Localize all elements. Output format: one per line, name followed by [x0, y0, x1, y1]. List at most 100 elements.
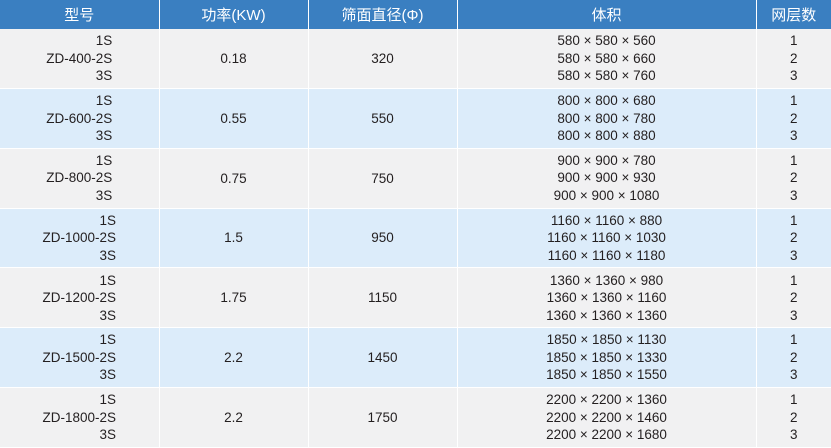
volume-cell-line: 1160 × 1160 × 1180	[547, 247, 666, 263]
diameter-cell: 1450	[308, 327, 458, 389]
volume-cell-line: 580 × 580 × 660	[557, 50, 656, 66]
header-layers: 网层数	[756, 0, 831, 29]
layers-cell-line: 2	[789, 170, 798, 186]
header-row: 型号 功率(KW) 筛面直径(Φ) 体积 网层数	[0, 0, 831, 29]
table-row: 1S ZD-400-2S 3S 0.18 320 580 × 580 × 560 580 ×…	[0, 29, 831, 89]
layers-cell-line: 2	[789, 290, 798, 306]
table-row: 1S ZD-1500-2S 3S 2.2 1450 1850 × 1850 × 1130 1…	[0, 327, 831, 389]
volume-cell: 900 × 900 × 780 900 × 900 × 930 900 × 900 …	[457, 148, 757, 209]
diameter-cell: 1750	[308, 387, 458, 448]
layers-cell-line: 1	[789, 212, 798, 228]
table-row: 1S ZD-600-2S 3S 0.55 550 800 × 800 × 680 800 ×…	[0, 88, 831, 149]
model-cell: 1S ZD-800-2S 3S	[0, 148, 160, 209]
layers-cell-line: 3	[789, 307, 798, 323]
layers-cell-line: 3	[789, 128, 798, 144]
model-cell-line: 3S	[99, 427, 117, 443]
power-cell: 2.2	[159, 327, 309, 389]
model-cell: 1S ZD-400-2S 3S	[0, 29, 160, 89]
header-diameter: 筛面直径(Φ)	[308, 0, 458, 29]
diameter-cell: 320	[308, 29, 458, 89]
volume-cell-line: 800 × 800 × 680	[557, 93, 656, 109]
layers-cell-line: 2	[789, 230, 798, 246]
volume-cell-line: 900 × 900 × 930	[557, 170, 656, 186]
volume-cell-line: 1360 × 1360 × 980	[549, 272, 664, 288]
volume-cell-line: 2200 × 2200 × 1460	[546, 409, 667, 425]
model-cell-line: ZD-600-2S	[46, 110, 113, 126]
volume-cell-line: 1360 × 1360 × 1360	[546, 307, 667, 323]
model-cell-line: 3S	[95, 128, 113, 144]
model-cell: 1S ZD-1800-2S 3S	[0, 387, 160, 448]
layers-cell-line: 1	[789, 392, 798, 408]
model-cell: 1S ZD-1500-2S 3S	[0, 327, 160, 389]
layers-cell-line: 3	[789, 68, 798, 84]
model-cell-line: ZD-800-2S	[46, 170, 113, 186]
volume-cell: 1160 × 1160 × 880 1160 × 1160 × 1030 1160 …	[457, 208, 757, 269]
volume-cell-line: 1850 × 1850 × 1550	[546, 367, 667, 383]
model-cell-line: 3S	[99, 247, 117, 263]
volume-cell-line: 580 × 580 × 760	[557, 68, 656, 84]
volume-cell: 580 × 580 × 560 580 × 580 × 660 580 × 580 …	[457, 29, 757, 89]
diameter-cell: 1150	[308, 267, 458, 329]
volume-cell: 800 × 800 × 680 800 × 800 × 780 800 × 800 …	[457, 88, 757, 149]
model-cell-line: ZD-1800-2S	[42, 409, 117, 425]
layers-cell-line: 1	[789, 152, 798, 168]
model-cell-line: 3S	[99, 367, 117, 383]
table-row: 1S ZD-800-2S 3S 0.75 750 900 × 900 × 780 900 ×…	[0, 148, 831, 209]
layers-cell-line: 3	[789, 427, 798, 443]
table-row: 1S ZD-1800-2S 3S 2.2 1750 2200 × 2200 × 1360 2…	[0, 387, 831, 448]
volume-cell-line: 2200 × 2200 × 1680	[546, 427, 667, 443]
diameter-cell: 750	[308, 148, 458, 209]
power-cell: 1.75	[159, 267, 309, 329]
volume-cell: 2200 × 2200 × 1360 2200 × 2200 × 1460 2200…	[457, 387, 757, 448]
model-cell-line: 1S	[99, 392, 117, 408]
model-cell-line: ZD-1200-2S	[42, 290, 117, 306]
layers-cell-line: 3	[789, 187, 798, 203]
power-cell: 1.5	[159, 208, 309, 269]
volume-cell: 1850 × 1850 × 1130 1850 × 1850 × 1330 1850…	[457, 327, 757, 389]
diameter-cell: 550	[308, 88, 458, 149]
volume-cell: 1360 × 1360 × 980 1360 × 1360 × 1160 1360 …	[457, 267, 757, 329]
volume-cell-line: 580 × 580 × 560	[557, 33, 656, 49]
model-cell-line: ZD-1500-2S	[42, 349, 117, 365]
volume-cell-line: 800 × 800 × 780	[557, 110, 656, 126]
layers-cell-line: 1	[789, 272, 798, 288]
model-cell-line: 1S	[95, 152, 113, 168]
layers-cell-line: 2	[789, 409, 798, 425]
header-volume: 体积	[457, 0, 757, 29]
model-cell-line: 1S	[99, 272, 117, 288]
power-cell: 0.18	[159, 29, 309, 89]
layers-cell-line: 2	[789, 349, 798, 365]
table-row: 1S ZD-1200-2S 3S 1.75 1150 1360 × 1360 × 980 1…	[0, 267, 831, 329]
model-cell-line: 3S	[95, 68, 113, 84]
model-cell-line: 1S	[95, 33, 113, 49]
model-cell: 1S ZD-600-2S 3S	[0, 88, 160, 149]
volume-cell-line: 2200 × 2200 × 1360	[546, 392, 667, 408]
model-cell-line: 3S	[95, 187, 113, 203]
volume-cell-line: 900 × 900 × 780	[557, 152, 656, 168]
layers-cell-line: 1	[789, 332, 798, 348]
volume-cell-line: 1160 × 1160 × 1030	[547, 230, 666, 246]
volume-cell-line: 1850 × 1850 × 1330	[546, 349, 667, 365]
volume-cell-line: 900 × 900 × 1080	[553, 187, 660, 203]
volume-cell-line: 800 × 800 × 880	[557, 128, 656, 144]
model-cell-line: 1S	[95, 93, 113, 109]
model-cell-line: ZD-1000-2S	[42, 230, 117, 246]
power-cell: 2.2	[159, 387, 309, 448]
layers-cell-line: 1	[789, 33, 798, 49]
layers-cell-line: 1	[789, 93, 798, 109]
model-cell: 1S ZD-1000-2S 3S	[0, 208, 160, 269]
model-cell: 1S ZD-1200-2S 3S	[0, 267, 160, 329]
power-cell: 0.55	[159, 88, 309, 149]
table-row: 1S ZD-1000-2S 3S 1.5 950 1160 × 1160 × 880 116…	[0, 208, 831, 269]
layers-cell-line: 2	[789, 50, 798, 66]
layers-cell-line: 3	[789, 247, 798, 263]
volume-cell-line: 1160 × 1160 × 880	[550, 212, 663, 228]
